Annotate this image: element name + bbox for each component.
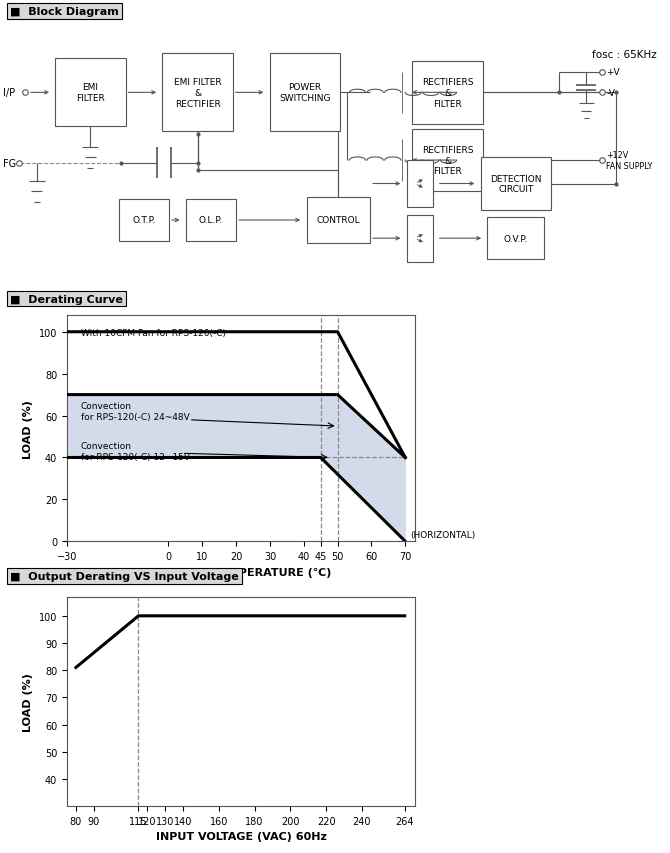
Text: ■  Derating Curve: ■ Derating Curve	[10, 294, 123, 305]
Text: FG: FG	[3, 159, 17, 169]
X-axis label: AMBIENT TEMPERATURE (℃): AMBIENT TEMPERATURE (℃)	[151, 567, 331, 577]
Text: O.V.P.: O.V.P.	[504, 235, 528, 243]
Bar	[307, 197, 370, 244]
Text: Convection
for RPS-120(-C) 12~15V: Convection for RPS-120(-C) 12~15V	[80, 441, 190, 461]
Text: I/P: I/P	[3, 88, 15, 98]
Text: O.L.P.: O.L.P.	[199, 216, 223, 225]
Y-axis label: LOAD (%): LOAD (%)	[23, 399, 34, 458]
Text: With 10CFM Fan for RPS-120(-C): With 10CFM Fan for RPS-120(-C)	[80, 328, 226, 337]
Bar	[269, 55, 340, 132]
X-axis label: INPUT VOLTAGE (VAC) 60Hz: INPUT VOLTAGE (VAC) 60Hz	[155, 832, 327, 841]
Text: CONTROL: CONTROL	[316, 216, 360, 225]
Y-axis label: LOAD (%): LOAD (%)	[23, 672, 34, 731]
Text: RECTIFIERS
&
FILTER: RECTIFIERS & FILTER	[422, 146, 473, 176]
Bar	[119, 200, 169, 241]
Bar	[407, 161, 433, 207]
Bar	[413, 62, 482, 125]
Bar	[186, 200, 237, 241]
Polygon shape	[67, 395, 405, 542]
Bar	[56, 60, 126, 127]
Text: -V: -V	[606, 89, 615, 98]
Text: +12V
FAN SUPPLY: +12V FAN SUPPLY	[606, 151, 653, 171]
Text: Convection
for RPS-120(-C) 24~48V: Convection for RPS-120(-C) 24~48V	[80, 402, 190, 421]
Text: RECTIFIERS
&
FILTER: RECTIFIERS & FILTER	[422, 78, 473, 108]
Text: DETECTION
CIRCUIT: DETECTION CIRCUIT	[490, 174, 541, 194]
Text: POWER
SWITCHING: POWER SWITCHING	[279, 84, 330, 103]
Text: ■  Output Derating VS Input Voltage: ■ Output Derating VS Input Voltage	[10, 572, 239, 582]
Bar	[481, 159, 551, 211]
Bar	[488, 218, 544, 259]
Text: EMI FILTER
&
RECTIFIER: EMI FILTER & RECTIFIER	[174, 78, 222, 108]
Text: O.T.P.: O.T.P.	[132, 216, 156, 225]
Text: EMI
FILTER: EMI FILTER	[76, 84, 105, 103]
Text: ■  Block Diagram: ■ Block Diagram	[10, 7, 119, 17]
Text: +V: +V	[606, 68, 620, 77]
Text: (HORIZONTAL): (HORIZONTAL)	[410, 531, 476, 540]
Text: fosc : 65KHz: fosc : 65KHz	[592, 49, 657, 60]
Bar	[162, 55, 233, 132]
Bar	[407, 216, 433, 263]
Bar	[413, 130, 482, 192]
